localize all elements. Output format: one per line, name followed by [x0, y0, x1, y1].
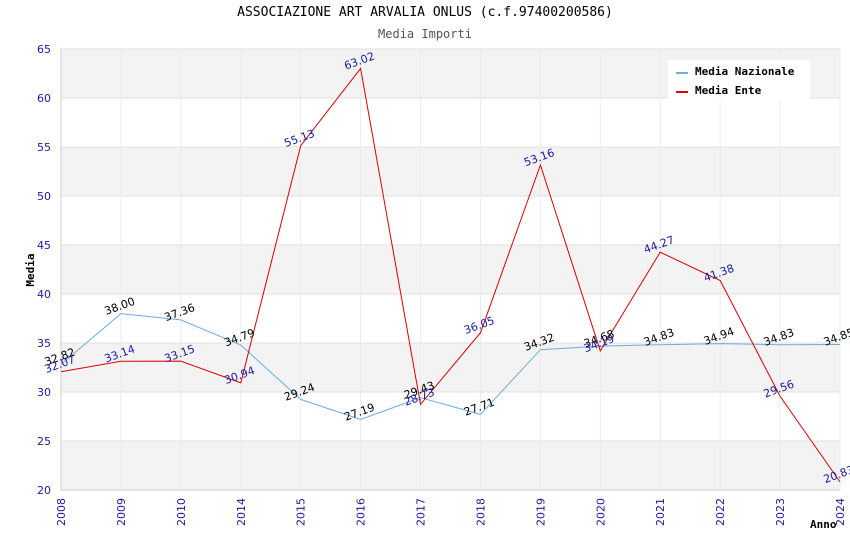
axes — [60, 49, 840, 491]
x-tick-label: 2010 — [175, 498, 188, 526]
grid-band — [61, 441, 840, 490]
y-tick-label: 30 — [37, 386, 51, 399]
series-line-media-ente — [60, 67, 841, 483]
y-tick-label: 50 — [37, 190, 51, 203]
x-tick-label: 2017 — [415, 498, 428, 526]
legend-label-ente: Media Ente — [695, 84, 762, 97]
x-tick-label: 2008 — [55, 498, 68, 526]
grid-band — [61, 147, 840, 196]
x-tick-label: 2019 — [534, 498, 547, 526]
data-label-media-ente: 55.13 — [282, 127, 316, 150]
data-label-media-nazionale: 27.71 — [462, 396, 496, 419]
y-tick-label: 55 — [37, 141, 51, 154]
x-tick-label: 2014 — [235, 498, 248, 526]
y-tick-label: 60 — [37, 92, 51, 105]
x-tick-label: 2020 — [594, 498, 607, 526]
data-label-media-nazionale: 27.19 — [342, 401, 376, 424]
x-tick-label: 2016 — [355, 498, 368, 526]
series-line-media-nazionale — [60, 313, 841, 421]
x-tick-label: 2009 — [115, 498, 128, 526]
y-tick-label: 35 — [37, 337, 51, 350]
x-tick-label: 2015 — [295, 498, 308, 526]
y-tick-label: 20 — [37, 484, 51, 497]
legend-label-nazionale: Media Nazionale — [695, 65, 795, 78]
y-axis-label: Media — [24, 253, 37, 286]
x-tick-label: 2023 — [774, 498, 787, 526]
grid-bands — [61, 49, 840, 490]
x-axis-label: Anno — [810, 518, 837, 531]
grid-band — [61, 245, 840, 294]
chart-subtitle: Media Importi — [378, 27, 472, 41]
x-axis-ticks: 2008 2009 2010 2014 2015 2016 2017 2018 2019 2020… — [55, 498, 847, 526]
x-tick-label: 2021 — [654, 498, 667, 526]
x-tick-label: 2018 — [474, 498, 487, 526]
x-tick-label: 2024 — [834, 498, 847, 526]
legend-box — [668, 60, 810, 102]
y-tick-label: 25 — [37, 435, 51, 448]
data-label-media-nazionale: 37.36 — [163, 301, 197, 324]
chart-title: ASSOCIAZIONE ART ARVALIA ONLUS (c.f.9740… — [237, 5, 613, 20]
y-tick-label: 40 — [37, 288, 51, 301]
grid-band — [61, 343, 840, 392]
legend: Media Nazionale Media Ente — [668, 60, 810, 102]
y-tick-label: 45 — [37, 239, 51, 252]
series-lines — [60, 67, 841, 483]
x-tick-label: 2022 — [714, 498, 727, 526]
y-axis-ticks: 20 25 30 35 40 45 50 55 60 65 — [37, 43, 51, 497]
y-tick-label: 65 — [37, 43, 51, 56]
